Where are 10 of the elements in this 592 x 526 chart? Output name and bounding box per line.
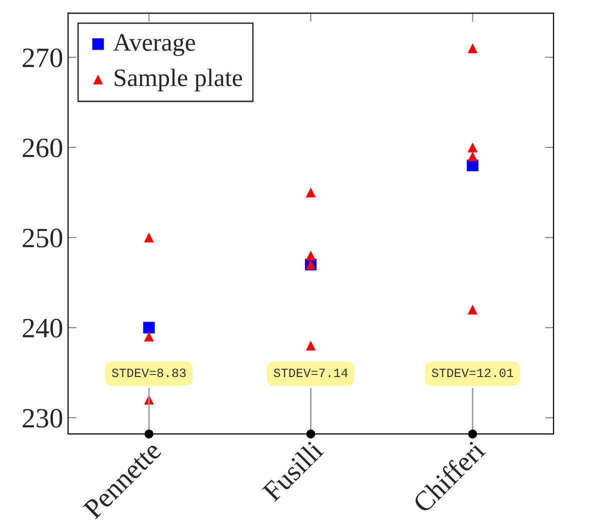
annotation: STDEV=7.14 [274,368,348,378]
y-tick-label: 230 [22,408,62,428]
legend-label: Sample plate [114,68,242,92]
y-tick-label: 240 [22,318,62,338]
y-tick-label: 260 [22,138,62,158]
annotation: STDEV=12.01 [432,368,514,378]
y-tick-label: 250 [22,228,62,248]
y-tick-label: 270 [22,48,62,68]
annotation: STDEV=8.83 [112,368,186,378]
legend-label: Average [113,34,196,56]
